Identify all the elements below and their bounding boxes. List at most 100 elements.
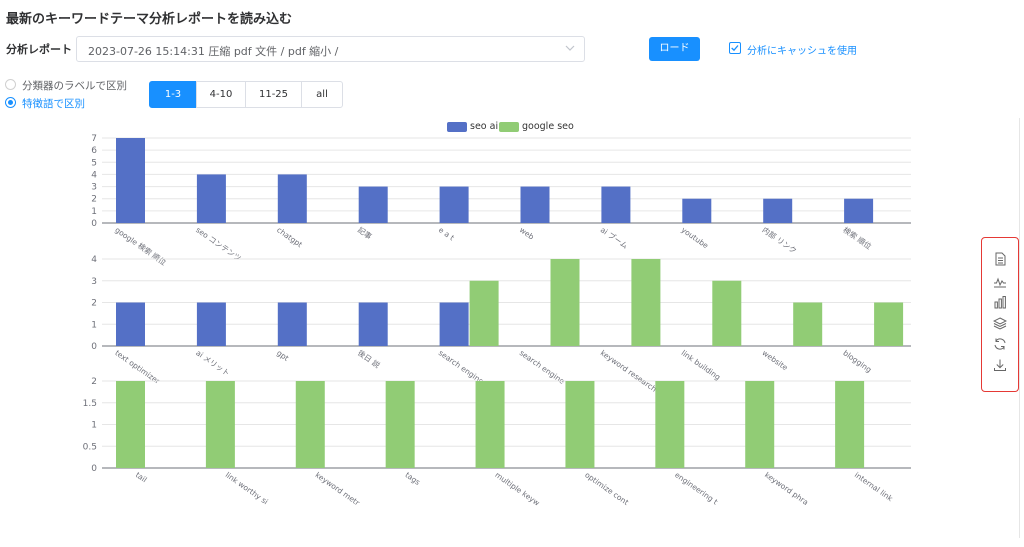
y-tick-label: 5: [91, 158, 97, 168]
report-label: 分析レポート: [6, 43, 72, 56]
x-tick-label: tail: [134, 470, 149, 484]
x-tick-label: ai メリット: [194, 348, 231, 378]
x-tick-label: google 検索 順位: [113, 224, 168, 267]
x-tick-label: ai ブーム: [599, 224, 630, 250]
bar-seo-ai: [844, 198, 874, 223]
segment-4-10[interactable]: 4-10: [196, 81, 246, 108]
x-tick-label: gpt: [275, 348, 290, 363]
x-tick-label: website: [761, 348, 790, 372]
x-tick-label: keyword research: [599, 348, 659, 394]
x-tick-label: chatgpt: [275, 225, 304, 249]
toolbox: [981, 237, 1019, 392]
y-tick-label: 3: [91, 277, 97, 287]
x-tick-label: tags: [403, 470, 422, 487]
bar-google-seo: [385, 381, 415, 468]
y-tick-label: 0: [91, 464, 97, 474]
x-tick-label: link worthy si: [224, 470, 270, 506]
bar-seo-ai: [520, 186, 550, 223]
bar-google-seo: [469, 280, 499, 346]
report-select-value: 2023-07-26 15:14:31 圧縮 pdf 文件 / pdf 縮小 /: [88, 45, 339, 58]
bar-seo-ai: [196, 302, 226, 346]
y-tick-label: 0: [91, 219, 97, 229]
legend-label-seo-ai[interactable]: seo ai: [470, 121, 499, 132]
segment-1-3[interactable]: 1-3: [149, 81, 197, 108]
y-tick-label: 2: [91, 377, 97, 387]
bar-google-seo: [874, 302, 904, 346]
bar-google-seo: [655, 381, 685, 468]
legend-label-google-seo[interactable]: google seo: [522, 121, 574, 132]
document-icon[interactable]: [993, 252, 1007, 266]
x-tick-label: 検索 順位: [841, 224, 874, 251]
bar-seo-ai: [358, 186, 388, 223]
bar-seo-ai: [439, 302, 469, 346]
y-tick-label: 3: [91, 183, 97, 193]
y-tick-label: 4: [91, 170, 97, 180]
bar-seo-ai: [116, 302, 145, 346]
x-tick-label: link building: [680, 348, 723, 382]
legend-swatch-seo-ai[interactable]: [447, 122, 467, 132]
bar-google-seo: [565, 381, 595, 468]
download-icon[interactable]: [993, 358, 1007, 372]
bar-seo-ai: [601, 186, 631, 223]
bar-seo-ai: [358, 302, 388, 346]
y-tick-label: 4: [91, 255, 97, 265]
bar-seo-ai: [439, 186, 469, 223]
bar-seo-ai: [277, 302, 307, 346]
x-tick-label: youtube: [680, 225, 711, 250]
bar-google-seo: [475, 381, 505, 468]
x-tick-label: engineering t: [673, 470, 719, 506]
bar-seo-ai: [196, 174, 226, 223]
line-chart-icon[interactable]: [993, 274, 1007, 288]
cache-label: 分析にキャッシュを使用: [747, 46, 857, 57]
x-tick-label: e a t: [437, 225, 456, 242]
stack-icon[interactable]: [993, 316, 1007, 330]
radio-classifier-label[interactable]: [5, 79, 16, 90]
x-tick-label: multiple keyw: [493, 470, 541, 507]
x-tick-label: 記事: [356, 224, 374, 241]
report-select[interactable]: 2023-07-26 15:14:31 圧縮 pdf 文件 / pdf 縮小 /: [76, 36, 585, 62]
radio-classifier-text: 分類器のラベルで区別: [22, 80, 127, 92]
bar-seo-ai: [277, 174, 307, 223]
right-panel-edge: [1019, 118, 1024, 538]
y-tick-label: 1: [91, 207, 97, 217]
x-tick-label: keyword phra: [763, 470, 810, 507]
legend-swatch-google-seo[interactable]: [499, 122, 519, 132]
x-tick-label: blogging: [841, 348, 873, 374]
y-tick-label: 0: [91, 342, 97, 352]
bar-google-seo: [793, 302, 823, 346]
refresh-icon[interactable]: [993, 337, 1007, 351]
bar-google-seo: [550, 259, 580, 346]
y-tick-label: 0.5: [83, 442, 97, 452]
y-tick-label: 6: [91, 146, 97, 156]
y-tick-label: 2: [91, 299, 97, 309]
cache-checkbox[interactable]: [729, 42, 741, 54]
x-tick-label: internal link: [853, 470, 895, 503]
chevron-down-icon: [565, 45, 575, 51]
bar-seo-ai: [116, 138, 145, 223]
y-tick-label: 7: [91, 134, 97, 144]
bar-google-seo: [631, 259, 661, 346]
x-tick-label: keyword metr: [314, 470, 362, 508]
x-tick-label: seo コンテンツ: [194, 225, 243, 263]
bar-chart-icon[interactable]: [993, 295, 1007, 309]
radio-feature-word[interactable]: [5, 97, 16, 108]
load-button[interactable]: ロード: [649, 37, 700, 61]
y-tick-label: 1.5: [83, 399, 97, 409]
bar-google-seo: [205, 381, 235, 468]
bar-seo-ai: [682, 198, 712, 223]
bar-google-seo: [835, 381, 865, 468]
bar-seo-ai: [763, 198, 793, 223]
y-tick-label: 1: [91, 320, 97, 330]
segment-all[interactable]: all: [301, 81, 343, 108]
x-tick-label: web: [518, 225, 536, 241]
bar-google-seo: [116, 381, 145, 468]
y-tick-label: 2: [91, 195, 97, 205]
bar-google-seo: [745, 381, 775, 468]
bar-google-seo: [295, 381, 325, 468]
x-tick-label: optimize cont: [583, 470, 630, 507]
page-title: 最新のキーワードテーマ分析レポートを読み込む: [6, 12, 293, 27]
check-icon: [731, 45, 739, 52]
bar-google-seo: [712, 280, 742, 346]
x-tick-label: 後日 説: [356, 347, 383, 370]
